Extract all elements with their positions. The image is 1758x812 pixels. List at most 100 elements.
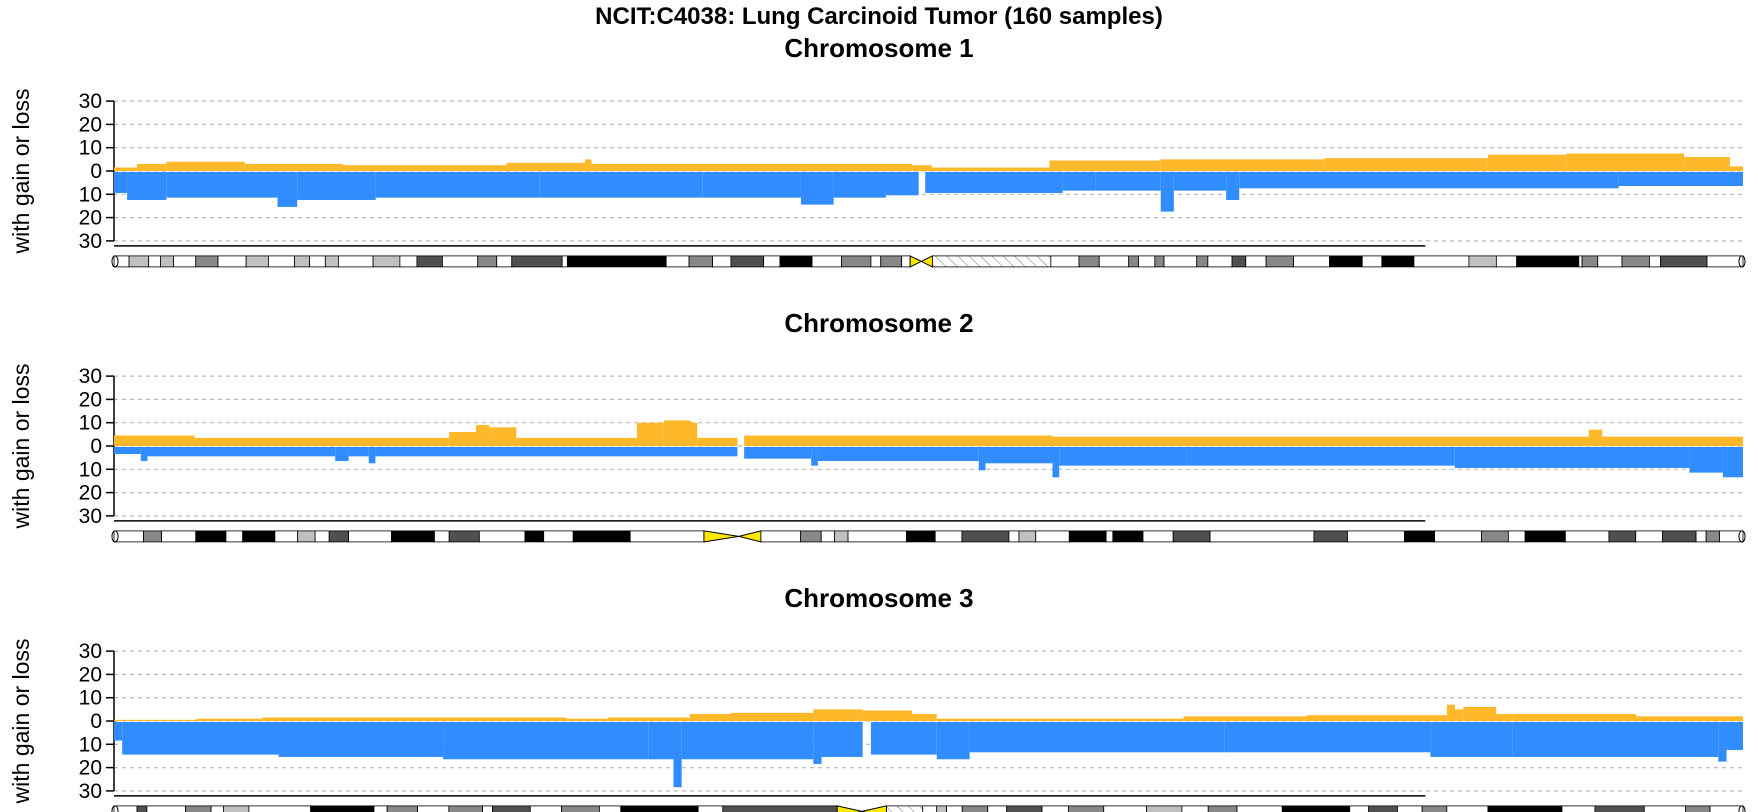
loss-bar [1454, 447, 1690, 468]
cytoband [688, 255, 714, 268]
loss-bar [702, 172, 801, 198]
cytoband [1643, 805, 1686, 812]
y-tick-label: 0 [90, 710, 102, 733]
cytoband [496, 255, 513, 268]
cytoband [478, 530, 526, 543]
y-tick-label: 30 [79, 505, 102, 528]
cytoband [416, 255, 443, 268]
cytoband [1685, 805, 1711, 812]
gain-bar [449, 432, 476, 446]
gain-bar [744, 435, 1053, 446]
loss-bar [277, 172, 298, 207]
cytoband [492, 805, 531, 812]
cytoband [1695, 530, 1707, 543]
cytoband [1561, 805, 1596, 812]
gain-bar [166, 161, 245, 171]
gain-bar [1512, 714, 1637, 721]
cytoband [113, 255, 130, 268]
cytoband [1181, 805, 1209, 812]
y-tick-label: 10 [79, 137, 102, 160]
cytoband [1112, 530, 1144, 543]
cytoband [1231, 255, 1247, 268]
cytoband [1245, 255, 1267, 268]
y-axis-label: with gain or loss [8, 639, 34, 805]
y-tick-label: 20 [79, 757, 102, 780]
cytoband [1281, 805, 1351, 812]
cytoband [620, 805, 699, 812]
cytoband [1662, 530, 1697, 543]
gain-bar [262, 717, 567, 721]
y-tick-label: 20 [79, 113, 102, 136]
cytoband [128, 255, 150, 268]
cytoband [779, 255, 813, 268]
cytoband [934, 530, 963, 543]
y-tick-label: 10 [79, 733, 102, 756]
gain-bar [114, 435, 195, 446]
y-tick-label: 10 [79, 458, 102, 481]
y-tick-label: 20 [79, 663, 102, 686]
loss-bar [1722, 447, 1743, 478]
loss-bar [1689, 447, 1723, 473]
loss-bar [1224, 722, 1431, 753]
cytoband [1649, 255, 1661, 268]
cytoband [599, 805, 622, 812]
y-tick-label: 20 [79, 207, 102, 230]
cytoband [1719, 530, 1744, 543]
cytoband [1709, 805, 1744, 812]
cytoband [160, 255, 174, 268]
gain-bar [114, 167, 137, 171]
gain-bar [862, 710, 913, 721]
cytoband [223, 805, 250, 812]
y-tick-label: 30 [79, 230, 102, 253]
gain-bar [1306, 715, 1447, 721]
cytoband [477, 255, 498, 268]
cytoband [1524, 530, 1566, 543]
gain-bar [1160, 159, 1325, 171]
cytoband [511, 255, 563, 268]
gain-bar [591, 164, 736, 171]
ideogram-end-right [1738, 530, 1746, 543]
cytoband [1067, 805, 1105, 812]
cytoband [1507, 530, 1526, 543]
cytoband [524, 530, 545, 543]
gain-bar [114, 719, 197, 721]
cytoband [1207, 805, 1238, 812]
gain-bar [136, 164, 167, 171]
gain-bar [689, 714, 732, 721]
gain-bar [1602, 436, 1743, 446]
gain-bar [1729, 166, 1743, 171]
loss-bar [348, 447, 369, 457]
cytoband [348, 530, 392, 543]
gain-bar [1566, 153, 1685, 171]
loss-bar [1718, 722, 1727, 762]
cytoband [417, 805, 450, 812]
loss-bar [1173, 172, 1227, 191]
loss-bar [1186, 447, 1455, 466]
gain-bar [636, 422, 664, 446]
cytoband [529, 805, 562, 812]
y-tick-label: 10 [79, 687, 102, 710]
cytoband [1381, 255, 1415, 268]
gain-bar [1183, 716, 1307, 721]
loss-bar [1512, 722, 1719, 757]
gain-bar [690, 422, 698, 446]
cytoband [1446, 805, 1489, 812]
loss-bar [811, 447, 818, 466]
loss-bar [821, 722, 863, 757]
cytoband [148, 255, 161, 268]
gain-bar [1636, 716, 1743, 721]
cytoband [1487, 805, 1563, 812]
gain-bar [1463, 707, 1497, 721]
ideogram-end-left [111, 255, 119, 268]
cytoband [1105, 530, 1114, 543]
loss-bar [122, 722, 279, 755]
y-tick-label: 30 [79, 90, 102, 113]
gain-bar [735, 164, 913, 171]
ideogram-end-left [111, 805, 119, 812]
loss-bar [443, 722, 649, 760]
gain-series [114, 420, 1743, 446]
loss-bar [140, 447, 148, 461]
loss-bar [1160, 172, 1174, 212]
gain-bar [663, 420, 691, 446]
cytoband [870, 255, 882, 268]
